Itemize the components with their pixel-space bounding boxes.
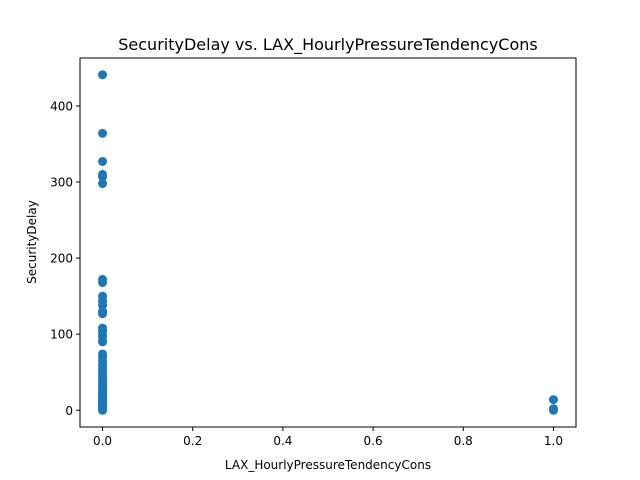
data-point [548,395,558,405]
data-point [98,405,108,415]
x-tick-label: 0.0 [93,434,112,448]
x-tick-label: 0.2 [183,434,202,448]
y-tick-label: 400 [50,99,73,113]
data-point [98,156,108,166]
data-point [98,70,108,80]
y-axis-ticks: 0 100 200 300 400 [50,99,80,418]
x-tick-label: 0.6 [364,434,383,448]
y-tick-label: 300 [50,176,73,190]
x-axis-ticks: 0.0 0.2 0.4 0.6 0.8 1.0 [93,427,563,448]
data-point [98,337,108,347]
y-tick-label: 0 [65,404,73,418]
x-tick-label: 0.4 [273,434,292,448]
plot-frame [79,57,577,428]
y-tick-label: 200 [50,252,73,266]
chart-title: SecurityDelay vs. LAX_HourlyPressureTend… [118,35,538,55]
x-tick-label: 1.0 [544,434,563,448]
y-axis-label: SecurityDelay [25,200,39,284]
x-tick-label: 0.8 [454,434,473,448]
data-point [98,128,108,138]
data-point [98,277,108,287]
data-point [98,172,108,182]
y-tick-label: 100 [50,328,73,342]
data-point [98,179,108,189]
data-point [98,309,108,319]
data-point [548,405,558,415]
data-points [98,70,558,415]
x-axis-label: LAX_HourlyPressureTendencyCons [225,458,431,472]
